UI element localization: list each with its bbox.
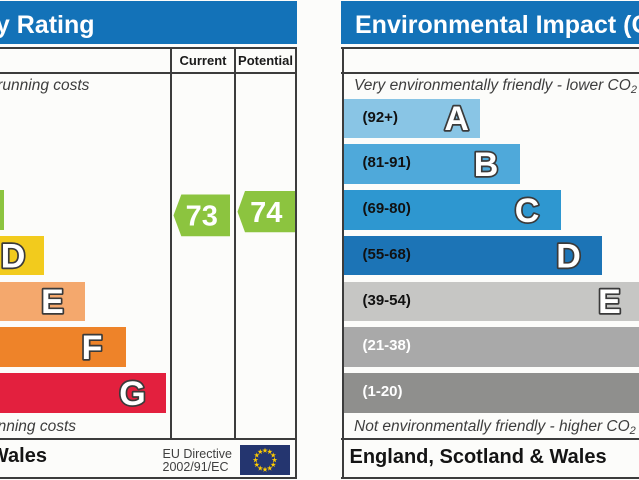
- svg-text:D: D: [556, 238, 581, 276]
- svg-text:D: D: [1, 238, 26, 276]
- svg-text:E: E: [41, 283, 64, 321]
- svg-text:G: G: [119, 375, 145, 413]
- svg-text:F: F: [82, 329, 103, 367]
- svg-text:74: 74: [250, 197, 282, 229]
- svg-text:C: C: [515, 192, 540, 230]
- svg-text:E: E: [598, 283, 621, 321]
- svg-text:73: 73: [186, 201, 218, 233]
- svg-text:B: B: [474, 146, 499, 184]
- svg-text:A: A: [444, 100, 469, 138]
